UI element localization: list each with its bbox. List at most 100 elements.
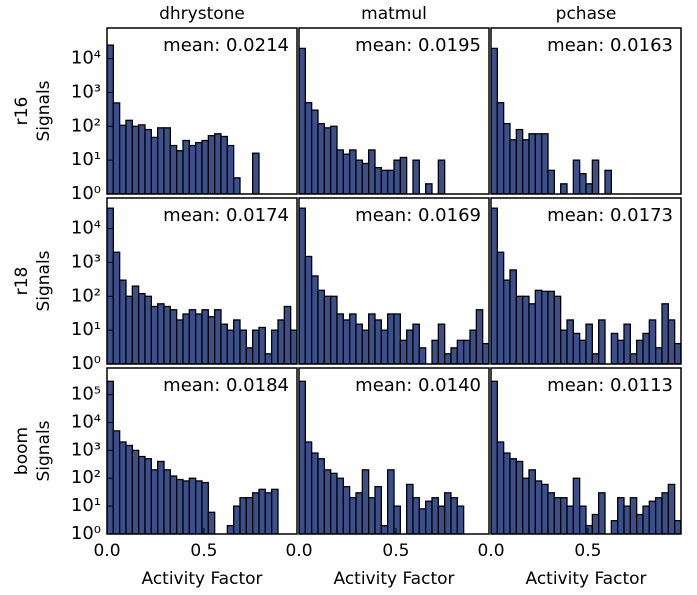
bar [119,124,127,194]
bar [220,135,228,194]
bar [598,319,606,364]
bar [304,101,313,194]
bar [342,153,351,194]
bar [233,177,241,194]
bar [355,492,363,534]
bar [239,497,247,534]
bar [412,323,420,364]
bar [437,159,446,194]
y-tick-label: 10¹ [71,319,101,340]
bar [323,127,332,194]
y-tick-label: 10⁴ [71,48,101,69]
axes-frame [490,367,682,535]
bar [271,329,279,364]
y-tick-label: 10² [71,115,101,136]
bar [258,326,266,364]
bar [667,319,676,364]
axes-frame [298,27,490,195]
bar [522,295,530,364]
bar [547,492,555,534]
bar [642,332,650,364]
x-axis-label: Activity Factor [525,569,646,589]
bar [176,478,184,534]
x-tick-label: 0.5 [190,541,217,561]
bar [528,303,536,364]
bar [412,497,420,534]
bar [125,119,133,194]
bar [406,483,414,534]
bar [509,269,517,364]
bar [560,497,568,534]
bar [188,477,197,534]
bar [214,133,222,194]
bar [201,139,209,194]
bar [342,319,351,364]
bar [342,485,351,534]
mean-annotation: mean: 0.0214 [163,35,289,56]
bar [393,505,401,534]
bar [226,329,235,364]
bar [201,309,209,364]
bar [107,380,114,534]
bar [144,128,152,194]
bar [534,133,543,194]
bar [330,295,338,364]
bar [283,305,292,364]
bar [623,323,631,364]
bar [361,329,370,364]
bar [503,279,511,364]
bar [425,500,433,534]
axes-frame [106,367,298,535]
bar [107,44,114,194]
bar [503,452,511,534]
axes-frame [106,197,298,365]
bar [636,339,644,364]
x-tick-label: 0.5 [574,541,601,561]
bar [150,305,159,364]
bar [655,497,663,534]
mean-annotation: mean: 0.0163 [547,35,673,56]
bar [304,441,313,534]
mean-annotation: mean: 0.0184 [163,375,289,396]
bar [591,513,600,534]
y-tick-label: 10² [71,285,101,306]
bar [330,125,338,194]
bar [541,290,549,364]
mean-annotation: mean: 0.0113 [547,375,673,396]
bar [163,127,171,194]
bar [131,449,140,534]
bar [125,444,133,534]
bar [349,149,357,194]
bar [157,127,165,194]
y-axis-label: Signals [34,80,54,141]
bar [418,347,427,364]
bar [299,380,306,534]
bar [496,441,505,534]
bar [553,295,562,364]
bar [667,483,676,534]
bar [374,167,382,194]
bar [188,309,197,364]
bar [661,492,669,534]
bar [661,303,669,364]
bar [496,251,505,364]
bar [245,497,254,534]
mean-annotation: mean: 0.0173 [547,205,673,226]
y-tick-label: 10¹ [71,149,101,170]
bar [566,505,574,534]
bar [311,109,319,194]
y-tick-label: 10³ [71,251,101,272]
bar [361,162,370,194]
bar [169,144,178,194]
bar [299,207,306,364]
bar [515,460,524,534]
bar [138,455,146,534]
bar [393,313,401,364]
bar [226,144,235,194]
bar [585,524,593,534]
bar [233,319,241,364]
panel-title: pchase [556,4,617,24]
bar [336,477,344,534]
bar [522,477,530,534]
bar [380,329,389,364]
